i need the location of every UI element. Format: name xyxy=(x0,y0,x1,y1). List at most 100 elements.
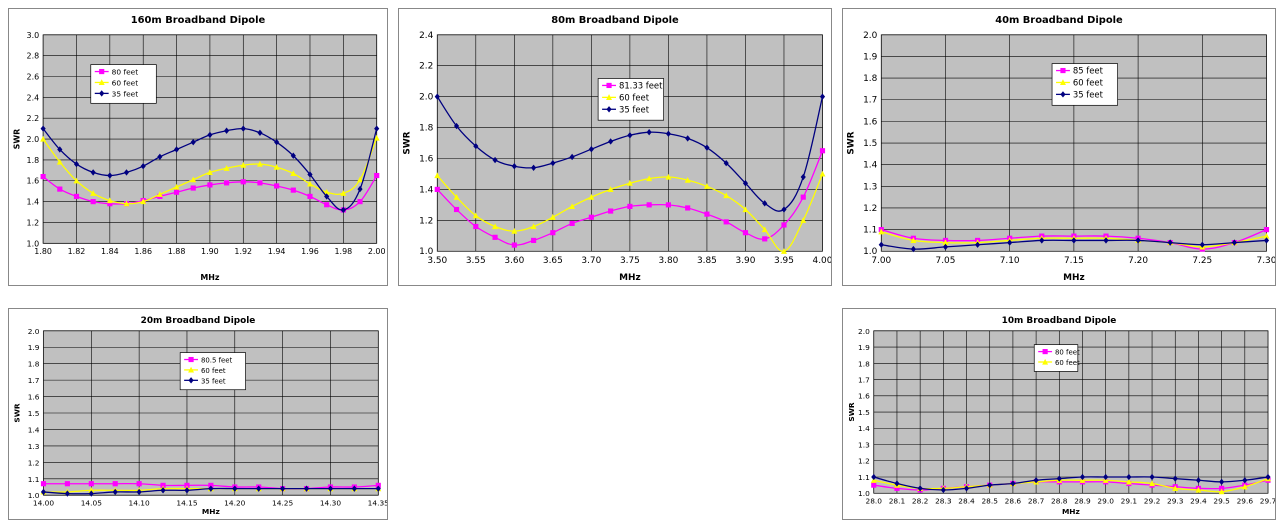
x-tick-label: 3.80 xyxy=(658,256,678,266)
x-tick-label: 14.20 xyxy=(224,499,245,508)
legend-marker xyxy=(1042,349,1048,355)
x-axis-label: MHz xyxy=(1063,273,1085,283)
data-point xyxy=(819,170,826,177)
data-point xyxy=(550,230,556,236)
x-tick-label: 14.30 xyxy=(320,499,341,508)
y-tick-label: 1.2 xyxy=(863,204,877,214)
data-point xyxy=(878,228,885,235)
y-tick-label: 1.6 xyxy=(419,154,434,164)
data-point xyxy=(511,227,518,234)
x-tick-label: 1.90 xyxy=(201,247,219,256)
data-point xyxy=(156,191,163,197)
data-point xyxy=(942,239,949,246)
data-point xyxy=(1199,241,1205,248)
chart-title: 80m Broadband Dipole xyxy=(551,15,679,26)
y-tick-label: 1.3 xyxy=(28,442,40,451)
data-point xyxy=(1172,475,1178,482)
data-point xyxy=(704,144,710,151)
x-tick-label: 1.86 xyxy=(134,247,152,256)
x-tick-label: 28.6 xyxy=(1005,497,1022,506)
y-tick-label: 1.9 xyxy=(28,343,40,352)
x-tick-label: 29.7 xyxy=(1260,497,1275,506)
chart-svg: 160m Broadband Dipole 1.0 1.2 1.4 1.6 1.8 2.0 2… xyxy=(12,15,386,282)
data-point xyxy=(73,160,80,168)
data-point xyxy=(762,200,768,207)
y-tick-label: 1.0 xyxy=(27,239,40,248)
y-axis-label: SWR xyxy=(12,129,21,150)
data-point xyxy=(184,482,190,488)
legend-label: 80 feet xyxy=(112,68,139,77)
chart-svg: 20m Broadband Dipole 1.0 1.1 1.2 1.3 1.4 1.5 1.… xyxy=(13,316,387,516)
y-tick-label: 1.3 xyxy=(858,440,870,449)
data-point xyxy=(1231,239,1237,246)
data-point xyxy=(1125,478,1132,485)
x-tick-label: 1.84 xyxy=(101,247,119,256)
x-tick-label: 14.15 xyxy=(176,499,197,508)
data-point xyxy=(357,199,363,205)
x-tick-label: 3.65 xyxy=(543,256,563,266)
x-axis-label: MHz xyxy=(202,507,220,516)
legend-marker xyxy=(1060,91,1066,98)
y-tick-label: 2.8 xyxy=(27,52,40,61)
data-point xyxy=(646,129,652,136)
series-2 xyxy=(434,170,826,254)
x-tick-label: 29.3 xyxy=(1167,497,1184,506)
y-axis-label: SWR xyxy=(846,131,856,154)
data-point xyxy=(1071,237,1077,244)
data-point xyxy=(894,485,900,491)
x-tick-label: 3.90 xyxy=(736,256,756,266)
data-point xyxy=(307,171,313,178)
legend-box xyxy=(1033,344,1079,372)
data-point xyxy=(40,135,47,142)
data-point xyxy=(357,176,364,183)
data-point xyxy=(1172,485,1179,491)
data-point xyxy=(90,190,97,196)
data-point xyxy=(511,163,517,170)
y-tick-label: 1.8 xyxy=(858,359,870,368)
legend-label: 60 feet xyxy=(112,78,139,87)
y-tick-label: 1.8 xyxy=(863,74,878,84)
x-tick-label: 14.35 xyxy=(368,499,387,508)
x-tick-label: 28.5 xyxy=(981,497,998,506)
data-point xyxy=(742,180,749,187)
data-point xyxy=(373,134,380,141)
data-point xyxy=(1007,239,1013,246)
data-point xyxy=(157,153,163,160)
legend-label: 60 feet xyxy=(1073,77,1104,87)
data-point xyxy=(492,234,498,240)
x-tick-label: 7.10 xyxy=(1000,256,1020,266)
y-tick-label: 1.1 xyxy=(858,473,870,482)
data-point xyxy=(73,177,80,184)
data-point xyxy=(723,159,729,167)
data-point xyxy=(1010,480,1016,487)
x-tick-label: 2.00 xyxy=(368,247,386,256)
data-point xyxy=(208,485,214,492)
data-point xyxy=(307,193,313,199)
x-tick-label: 7.05 xyxy=(936,256,956,266)
x-tick-label: 1.82 xyxy=(68,247,86,256)
data-point xyxy=(1218,488,1225,495)
x-tick-label: 1.94 xyxy=(268,247,286,256)
series-3 xyxy=(878,237,1270,253)
y-tick-label: 1.4 xyxy=(419,185,434,195)
data-point xyxy=(627,203,633,209)
legend: 80 feet 60 feet xyxy=(1033,344,1080,372)
legend-label: 35 feet xyxy=(112,89,139,98)
data-point xyxy=(357,185,363,193)
data-point xyxy=(240,125,246,132)
chart-40m: 40m Broadband Dipole 1.0 1.1 1.2 1.3 1.4 1.5 1.… xyxy=(842,8,1276,286)
data-point xyxy=(307,180,313,187)
legend: 80.5 feet 60 feet 35 feet xyxy=(179,352,246,391)
chart-80m: 80m Broadband Dipole 1.0 1.2 1.4 1.6 1.8 2.0 2.… xyxy=(398,8,832,286)
data-point xyxy=(290,152,296,159)
x-tick-label: 29.6 xyxy=(1237,497,1254,506)
data-point xyxy=(88,487,95,493)
data-point xyxy=(324,202,330,208)
y-tick-label: 1.7 xyxy=(28,376,40,385)
y-tick-label: 1.3 xyxy=(863,182,877,192)
data-point xyxy=(492,156,498,164)
data-point xyxy=(40,125,46,132)
x-tick-label: 7.25 xyxy=(1192,256,1212,266)
data-point xyxy=(323,189,330,195)
y-tick-label: 1.9 xyxy=(863,52,878,62)
